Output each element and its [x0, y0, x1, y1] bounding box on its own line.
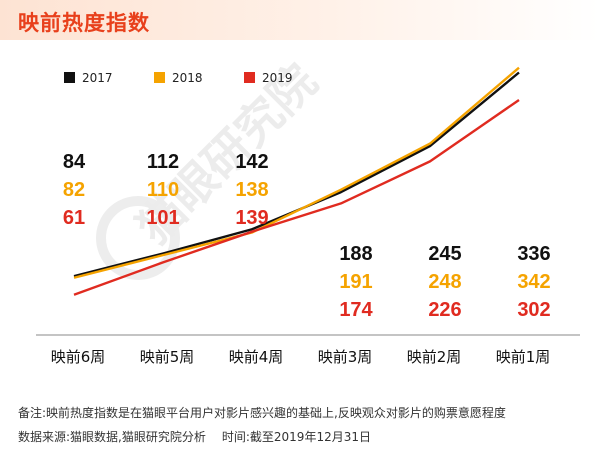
- legend-label-2017: 2017: [82, 71, 113, 85]
- watermark-logo: [96, 196, 180, 280]
- data-label-2018-5: 342: [517, 271, 550, 293]
- legend-swatch-2017: [64, 72, 75, 83]
- series-line-2018: [73, 66, 520, 279]
- x-tick-label-3: 映前3周: [318, 348, 373, 366]
- data-label-2018-4: 248: [428, 271, 461, 293]
- data-label-2018-3: 191: [339, 271, 372, 293]
- data-label-2017-0: 84: [63, 151, 86, 173]
- legend-label-2019: 2019: [262, 71, 293, 85]
- legend-swatch-2018: [154, 72, 165, 83]
- x-tick-label-5: 映前1周: [496, 348, 551, 366]
- x-tick-label-0: 映前6周: [51, 348, 106, 366]
- line-chart: 2017 2018 2019 84 82 61 112 110 101 142 138 139 188 1…: [36, 66, 580, 366]
- data-label-2019-1: 101: [146, 207, 179, 229]
- data-label-2018-1: 110: [147, 179, 179, 201]
- title-bar: 映前热度指数: [0, 0, 600, 40]
- source-line: 数据来源:猫眼数据,猫眼研究院分析 时间:截至2019年12月31日: [18, 428, 371, 445]
- data-label-2017-5: 336: [517, 243, 550, 265]
- data-label-2018-0: 82: [63, 179, 85, 201]
- data-label-2017-2: 142: [235, 151, 268, 173]
- x-tick-label-2: 映前4周: [229, 348, 284, 366]
- legend-label-2018: 2018: [172, 71, 203, 85]
- data-label-2018-2: 138: [235, 179, 268, 201]
- data-label-2017-1: 112: [147, 151, 179, 173]
- time-text: 时间:截至2019年12月31日: [221, 430, 371, 444]
- data-label-2019-4: 226: [428, 299, 461, 321]
- footnote: 备注:映前热度指数是在猫眼平台用户对影片感兴趣的基础上,反映观众对影片的购票意愿…: [18, 404, 506, 421]
- data-label-2019-2: 139: [235, 207, 268, 229]
- source-text: 数据来源:猫眼数据,猫眼研究院分析: [18, 430, 206, 444]
- chart-title: 映前热度指数: [18, 11, 150, 35]
- data-label-2017-4: 245: [428, 243, 461, 265]
- data-label-2017-3: 188: [339, 243, 372, 265]
- data-label-2019-3: 174: [339, 299, 373, 321]
- legend-swatch-2019: [244, 72, 255, 83]
- data-label-2019-5: 302: [517, 299, 550, 321]
- data-label-2019-0: 61: [63, 207, 85, 229]
- x-tick-label-4: 映前2周: [407, 348, 462, 366]
- footnote-text: 备注:映前热度指数是在猫眼平台用户对影片感兴趣的基础上,反映观众对影片的购票意愿…: [18, 406, 506, 420]
- series-line-2019: [73, 98, 520, 296]
- x-tick-label-1: 映前5周: [140, 348, 195, 366]
